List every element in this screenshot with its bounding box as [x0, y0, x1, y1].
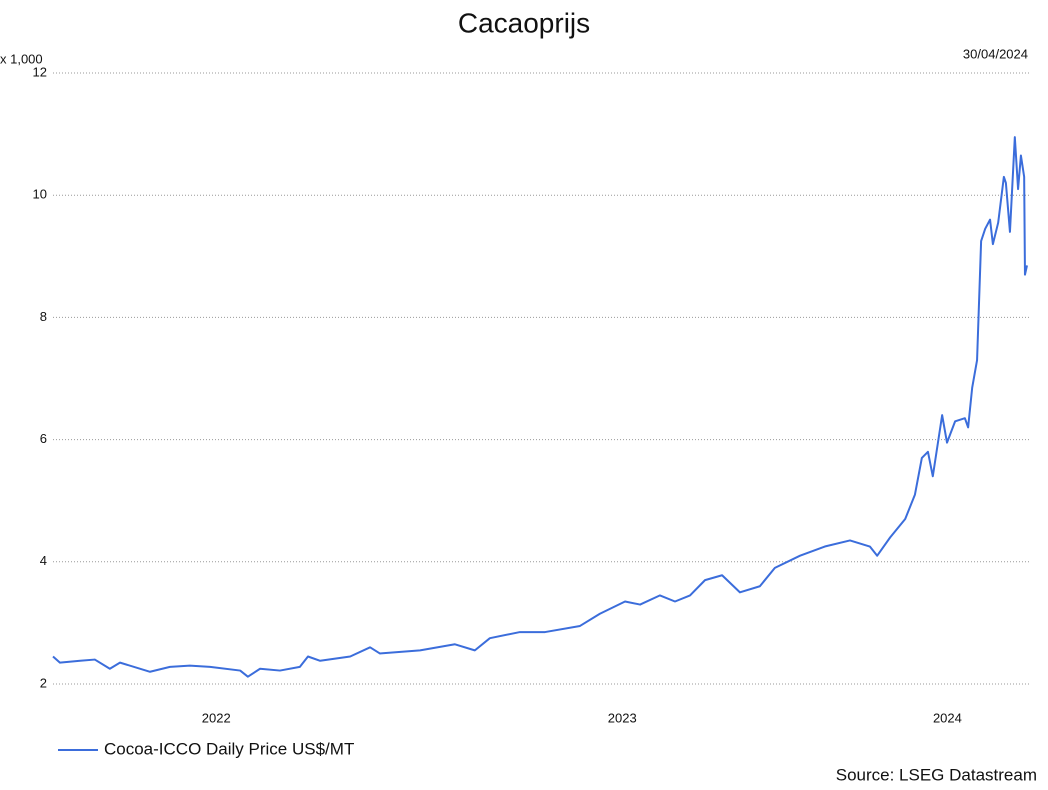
date-label: 30/04/2024 [963, 46, 1028, 61]
x-tick-label: 2023 [608, 710, 637, 725]
unit-label: x 1,000 [0, 51, 43, 66]
source: Source: LSEG Datastream [836, 765, 1037, 784]
y-tick-label: 2 [40, 675, 47, 690]
legend-label: Cocoa-ICCO Daily Price US$/MT [104, 739, 354, 758]
x-tick-label: 2024 [933, 710, 962, 725]
y-tick-label: 4 [40, 553, 47, 568]
y-tick-label: 12 [33, 64, 47, 79]
y-tick-label: 10 [33, 187, 47, 202]
x-tick-label: 2022 [202, 710, 231, 725]
chart-title: Cacaoprijs [458, 7, 590, 38]
y-tick-label: 6 [40, 431, 47, 446]
line-series [52, 136, 1028, 678]
y-tick-label: 8 [40, 309, 47, 324]
